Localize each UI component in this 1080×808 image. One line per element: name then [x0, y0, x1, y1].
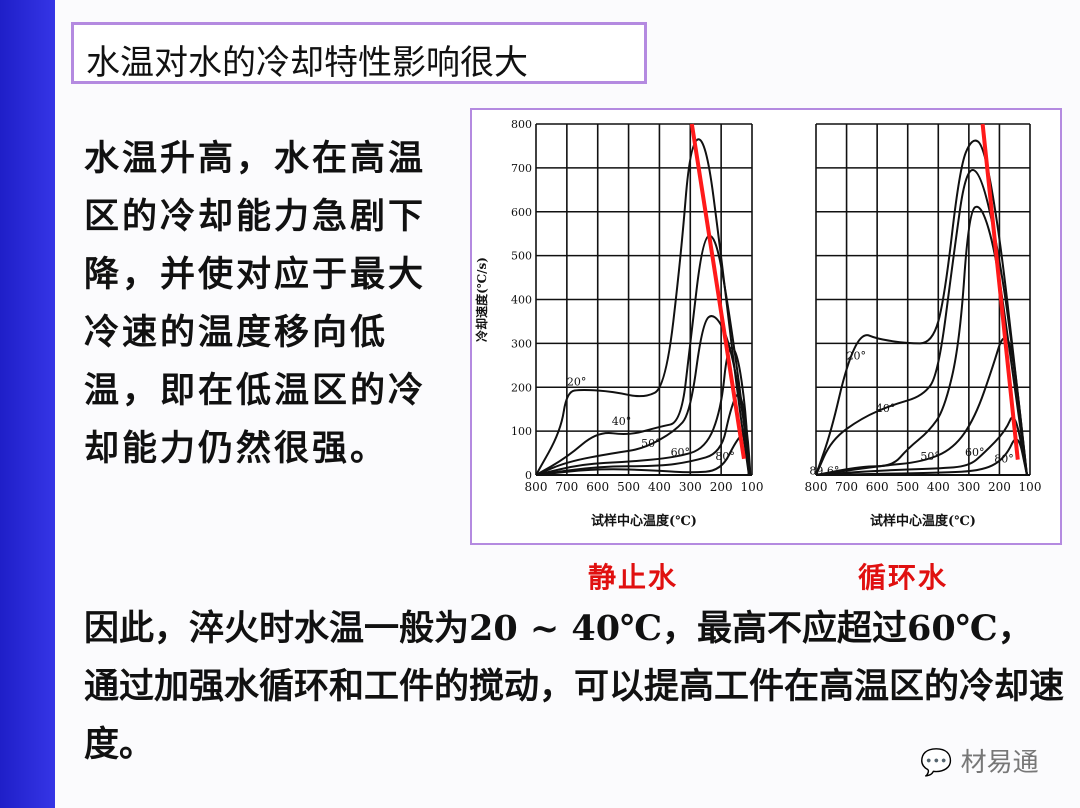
- trend-line: [980, 123, 1020, 460]
- trend-line: [689, 123, 746, 460]
- cooling-charts: 800 700 600 500 400 300 200 100 0 100 200 300 400 500…: [474, 118, 1042, 529]
- series-line: [535, 315, 750, 476]
- x-tick-label: 200: [988, 480, 1011, 494]
- series-line: [815, 416, 1028, 476]
- x-tick-label: 700: [555, 480, 578, 494]
- x-tick-label: 100: [741, 480, 764, 494]
- series-label: 40°: [876, 402, 896, 415]
- wechat-icon: 💬: [920, 748, 953, 778]
- x-tick-label: 700: [835, 480, 858, 494]
- caption-static-water: 静止水: [588, 561, 679, 594]
- x-tick-label: 200: [710, 480, 733, 494]
- chart-0: 800 700 600 500 400 300 200 100 0 100 200 300 400 500…: [474, 118, 839, 529]
- x-tick-label: 600: [866, 480, 889, 494]
- x-tick-label: 300: [679, 480, 702, 494]
- series-line: [535, 433, 750, 476]
- y-tick-label: 700: [511, 162, 532, 175]
- x-tick-label: 400: [927, 480, 950, 494]
- watermark: 💬 材易通: [920, 742, 1039, 779]
- series-line: [535, 393, 752, 476]
- series-label: 20°: [847, 349, 867, 362]
- accent-strip: [0, 0, 55, 808]
- series-line: [815, 139, 1028, 476]
- series-line: [535, 346, 750, 476]
- series-label: 60°: [671, 446, 691, 459]
- x-tick-label: 400: [648, 480, 671, 494]
- series-line: [815, 337, 1028, 476]
- y-axis-label: 冷却速度(℃/s): [474, 257, 489, 342]
- x-tick-label: 800: [525, 480, 548, 494]
- watermark-text: 材易通: [960, 748, 1039, 778]
- x-tick-label: 500: [896, 480, 919, 494]
- slide-title: 水温对水的冷却特性影响很大: [86, 43, 528, 83]
- y-tick-label: 100: [511, 425, 532, 438]
- x-axis-label: 试样中心温度(℃): [870, 513, 976, 529]
- series-label: 50°: [641, 437, 661, 450]
- y-tick-label: 500: [511, 250, 532, 263]
- x-tick-label: 800: [805, 480, 828, 494]
- caption-circulating-water: 循环水: [858, 561, 949, 594]
- conclusion-text: 因此，淬火时水温一般为20 ~ 40℃，最高不应超过60℃，通过加强水循环和工件…: [84, 608, 1065, 765]
- series-label: 60°: [965, 446, 985, 459]
- y-tick-label: 600: [511, 206, 532, 219]
- x-tick-label: 600: [586, 480, 609, 494]
- x-tick-label: 100: [1019, 480, 1042, 494]
- x-tick-label: 300: [957, 480, 980, 494]
- body-paragraph: 水温升高，水在高温区的冷却能力急剧下降，并使对应于最大冷速的温度移向低温，即在低…: [84, 138, 427, 469]
- series-line: [535, 138, 750, 476]
- series-label: 40°: [612, 415, 632, 428]
- series-line: [535, 234, 750, 476]
- y-tick-label: 0: [525, 469, 532, 482]
- y-tick-label: 300: [511, 337, 532, 350]
- series-line: [815, 438, 1028, 476]
- chart-panel: 800 700 600 500 400 300 200 100 0 100 200 300 400 500…: [470, 108, 1062, 545]
- x-tick-label: 500: [617, 480, 640, 494]
- chart-1: 800 700 600 500 400 300 200 100试样中心温度(℃)20°40°5…: [805, 123, 1042, 529]
- y-tick-label: 400: [511, 294, 532, 307]
- title-box: 水温对水的冷却特性影响很大: [71, 22, 647, 84]
- series-line: [815, 169, 1028, 476]
- x-axis-label: 试样中心温度(℃): [591, 513, 697, 529]
- series-label: 20°: [567, 376, 587, 389]
- y-tick-label: 800: [511, 118, 532, 131]
- y-tick-label: 200: [511, 381, 532, 394]
